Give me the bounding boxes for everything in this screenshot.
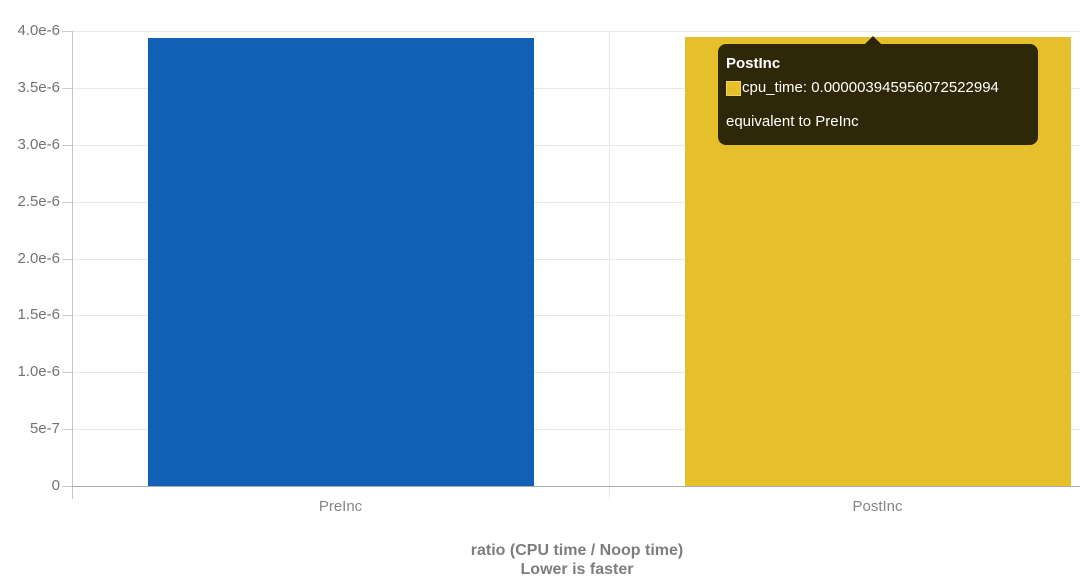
tooltip-title: PostInc [726,55,781,72]
tooltip-note: equivalent to PreInc [726,113,859,130]
tooltip: PostInc cpu_time: 0.00000394595607252299… [718,36,1038,145]
y-tick-label: 3.0e-6 [17,136,60,153]
y-gridline [72,429,1080,430]
series-swatch-icon [726,80,741,96]
y-tick-mark [62,429,72,430]
y-gridline [72,202,1080,203]
category-divider-line [609,31,610,499]
y-tick-mark [62,145,72,146]
y-gridline [72,315,1080,316]
y-tick-label: 2.0e-6 [17,250,60,267]
x-tick-label-postinc: PostInc [852,498,903,515]
y-tick-mark [62,202,72,203]
y-tick-label: 1.0e-6 [17,363,60,380]
x-axis-title-line2: Lower is faster [520,561,634,578]
y-tick-label: 4.0e-6 [17,22,60,39]
y-tick-label: 2.5e-6 [17,193,60,210]
y-tick-label: 3.5e-6 [17,79,60,96]
y-gridline [72,88,1080,89]
x-tick-label-preinc: PreInc [318,498,363,515]
y-tick-mark [62,259,72,260]
y-gridline [72,259,1080,260]
y-gridline [72,372,1080,373]
x-axis-title-line1: ratio (CPU time / Noop time) [470,542,684,559]
y-tick-label: 0 [51,477,60,494]
y-gridline [72,31,1080,32]
y-tick-mark [62,486,72,487]
x-axis-baseline [72,486,1080,487]
tooltip-value: cpu_time: 0.000003945956072522994 [742,79,999,96]
y-tick-mark [62,88,72,89]
y-tick-mark [62,315,72,316]
x-axis-title: ratio (CPU time / Noop time) Lower is fa… [74,541,1080,579]
y-axis-line [72,31,73,499]
y-gridline [72,145,1080,146]
y-tick-label: 5e-7 [29,420,60,437]
tooltip-value-row: cpu_time: 0.000003945956072522994 [726,78,1028,98]
y-tick-mark [62,372,72,373]
y-tick-label: 1.5e-6 [17,306,60,323]
tooltip-caret-icon [865,36,881,44]
bar-preinc[interactable] [147,37,534,486]
y-tick-mark [62,31,72,32]
